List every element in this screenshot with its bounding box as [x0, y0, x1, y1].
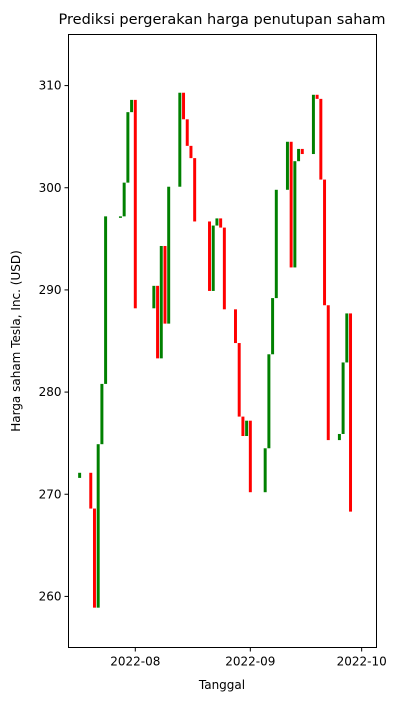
candle-bar: [163, 245, 167, 324]
candle-bar: [300, 148, 304, 155]
candle-bar: [182, 92, 186, 120]
y-tick-label: 290: [39, 283, 62, 297]
candle-bar: [237, 343, 241, 417]
candle-bar: [241, 416, 245, 437]
candle-bar: [311, 94, 315, 155]
candle-bar: [274, 189, 278, 299]
candle-bar: [234, 309, 237, 344]
candle-bar: [208, 221, 211, 291]
candle-bar: [159, 245, 163, 359]
y-tick-label: 280: [39, 385, 62, 399]
candle-bar: [326, 305, 330, 441]
candle-bar: [100, 383, 104, 445]
candle-bar: [118, 216, 122, 218]
y-axis: 260 270 280 290 300 310: [39, 79, 69, 603]
candle-bar: [211, 225, 215, 291]
candle-bar: [297, 148, 301, 162]
x-tick-label: 2022-09: [225, 655, 275, 669]
y-tick-label: 310: [39, 79, 62, 93]
plot-area: 260 270 280 290 300 310 2022-08 2022-09 2022-10: [39, 34, 387, 669]
candle-bar: [156, 285, 160, 359]
candle-bar: [96, 444, 100, 608]
candle-bar: [285, 141, 289, 190]
candle-bar: [337, 433, 341, 441]
candle-bar: [349, 313, 353, 512]
candle-bar: [341, 362, 345, 434]
plot-frame: [68, 34, 377, 648]
y-tick-label: 300: [39, 181, 62, 195]
chart-title: Prediksi pergerakan harga penutupan saha…: [59, 12, 386, 28]
candle-bar: [126, 112, 130, 183]
candle-bar: [263, 448, 267, 493]
x-axis: 2022-08 2022-09 2022-10: [110, 647, 387, 669]
candle-bar: [319, 98, 323, 180]
y-tick-label: 270: [39, 487, 62, 501]
candle-bar: [323, 179, 327, 306]
candle-bar: [219, 218, 223, 228]
y-tick-label: 260: [39, 589, 62, 603]
candle-bar: [167, 186, 171, 324]
candle-bar: [193, 158, 197, 222]
candle-bar: [345, 313, 349, 363]
candle-bar: [185, 119, 189, 146]
x-tick-label: 2022-08: [110, 655, 160, 669]
candle-bar: [152, 285, 156, 309]
candle-bar: [245, 420, 249, 437]
x-axis-label: Tanggal: [198, 678, 245, 692]
candle-bar: [315, 94, 319, 99]
candle-bar: [92, 508, 96, 608]
candle-bar: [104, 216, 108, 384]
candle-bar: [289, 141, 293, 268]
candle-bar: [267, 354, 271, 449]
candle-bar: [215, 218, 219, 226]
candle-bar: [130, 99, 134, 113]
candle-bar: [248, 420, 252, 493]
candle-bars: [78, 92, 353, 608]
candle-bar: [178, 92, 182, 187]
candle-bar: [271, 298, 275, 355]
candle-bar: [133, 99, 137, 309]
y-axis-label: Harga saham Tesla, Inc. (USD): [9, 250, 23, 432]
x-tick-label: 2022-10: [337, 655, 387, 669]
candle-bar: [222, 227, 226, 310]
candle-bar: [78, 472, 82, 478]
candle-bar: [122, 182, 126, 217]
candle-bar: [293, 161, 297, 268]
candle-bar: [89, 472, 93, 509]
candle-bar: [189, 145, 193, 159]
